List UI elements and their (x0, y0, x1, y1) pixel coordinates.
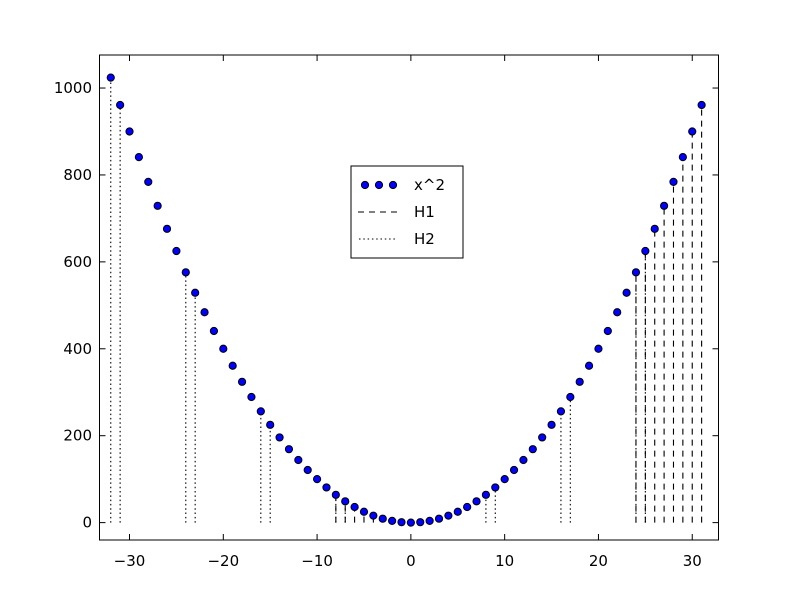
scatter-point (463, 502, 472, 512)
scatter-point (472, 497, 481, 506)
legend-box (350, 165, 464, 259)
legend-label-H1: H1 (414, 203, 435, 221)
scatter-point (369, 511, 378, 520)
scatter-point (331, 490, 340, 499)
scatter-point (678, 153, 687, 162)
scatter-point (566, 392, 575, 402)
legend-label-H2: H2 (414, 230, 435, 248)
scatter-point (575, 377, 584, 386)
y-tick-label: 200 (63, 427, 92, 445)
axis-ticks (99, 55, 719, 540)
scatter-point (434, 514, 444, 523)
scatter-point (669, 177, 678, 186)
scatter-point (481, 490, 491, 499)
scatter-point (547, 420, 556, 429)
scatter-point (641, 246, 650, 256)
scatter-point (144, 177, 153, 186)
scatter-point (397, 518, 406, 527)
x-tick-label: −30 (114, 552, 146, 570)
scatter-point (116, 100, 125, 110)
scatter-point (125, 127, 134, 136)
scatter-point (284, 445, 294, 454)
scatter-point (688, 127, 697, 136)
scatter-point (303, 465, 312, 475)
legend-marker-dot (374, 180, 384, 190)
scatter-point (584, 361, 594, 370)
scatter-point (153, 201, 162, 210)
legend: x^2 H1 H2 (350, 165, 464, 259)
x-tick-label: 20 (589, 552, 608, 570)
y-tick-label: 600 (63, 253, 92, 271)
scatter-point (237, 377, 247, 386)
tick-labels: −30 −20 −10 0 10 20 30 0 200 400 600 800 1000 (54, 79, 702, 570)
scatter-point (191, 288, 200, 297)
x-tick-label: 10 (495, 552, 514, 570)
scatter-point (134, 153, 143, 162)
scatter-point (200, 308, 209, 317)
scatter-point (322, 483, 331, 492)
scatter-point (359, 507, 369, 516)
plot-area (99, 54, 719, 541)
scatter-point (613, 308, 622, 317)
scatter-point (500, 475, 509, 484)
plot-root: −30 −20 −10 0 10 20 30 0 200 400 600 800 1000 x^2 H1 H2 (54, 54, 719, 570)
legend-marker-dot (388, 180, 398, 190)
x-tick-label: 0 (406, 552, 416, 570)
x-tick-label: −10 (301, 552, 333, 570)
scatter-point (388, 516, 397, 525)
scatter-point (219, 344, 228, 353)
scatter-point (556, 407, 566, 416)
legend-marker-dot (360, 180, 370, 190)
scatter-point (256, 407, 265, 416)
scatter-point (622, 288, 631, 297)
scatter-series (106, 73, 706, 527)
scatter-point (209, 326, 219, 336)
x-tick-label: 30 (683, 552, 702, 570)
scatter-point (603, 326, 612, 336)
scatter-point (162, 224, 172, 233)
scatter-point (697, 100, 706, 110)
scatter-point (491, 483, 500, 492)
scatter-point (275, 433, 284, 442)
scatter-point (406, 518, 415, 527)
scatter-point (650, 224, 659, 233)
scatter-point (312, 475, 322, 484)
scatter-point (538, 433, 547, 442)
x-tick-label: −20 (207, 552, 239, 570)
scatter-point (172, 246, 181, 256)
scatter-point (660, 201, 669, 210)
y-tick-label: 1000 (54, 79, 92, 97)
y-tick-label: 800 (63, 166, 92, 184)
legend-label-x2: x^2 (414, 176, 445, 194)
scatter-point (444, 511, 453, 520)
scatter-point (106, 73, 115, 82)
scatter-point (247, 392, 256, 402)
scatter-point (294, 455, 303, 465)
scatter-point (228, 361, 237, 370)
scatter-point (509, 465, 519, 475)
scatter-point (350, 502, 359, 512)
scatter-point (425, 516, 434, 525)
scatter-point (519, 455, 528, 465)
y-tick-label: 0 (82, 514, 92, 532)
scatter-point (341, 497, 350, 506)
scatter-point (528, 445, 537, 454)
h2-vlines (110, 77, 646, 523)
scatter-point (453, 507, 462, 516)
scatter-point (594, 344, 603, 353)
scatter-point (416, 518, 425, 527)
scatter-point (378, 514, 387, 523)
scatter-point (266, 420, 275, 429)
scatter-point (181, 268, 190, 277)
y-tick-label: 400 (63, 340, 92, 358)
scatter-point (631, 268, 641, 277)
